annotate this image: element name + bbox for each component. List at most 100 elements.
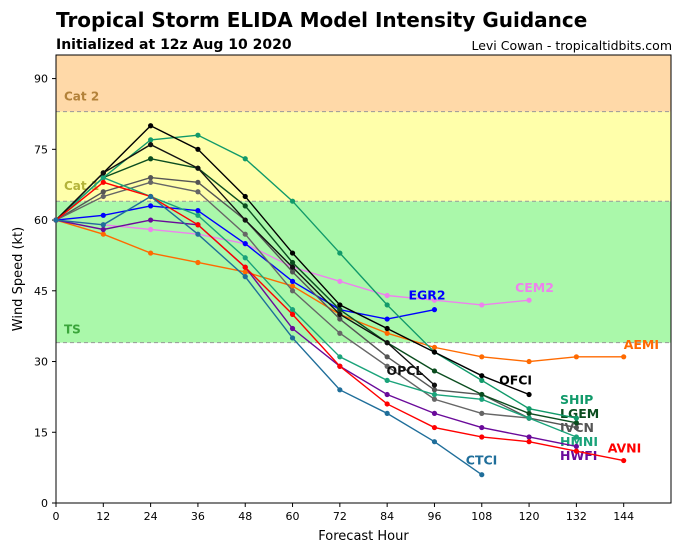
data-point-aemi bbox=[195, 259, 201, 266]
data-point-icon bbox=[195, 189, 201, 195]
band-cat-1 bbox=[56, 111, 671, 202]
data-point-ctci bbox=[148, 193, 154, 200]
data-point-avni bbox=[289, 311, 296, 317]
data-point-lgem bbox=[337, 307, 343, 313]
series-line-ship bbox=[55, 134, 577, 419]
data-point-ship bbox=[573, 415, 579, 421]
data-point-ship bbox=[337, 250, 343, 256]
data-point-ofci bbox=[384, 325, 390, 332]
chart-subtitle: Initialized at 12z Aug 10 2020 bbox=[56, 37, 292, 53]
data-point-aemi bbox=[479, 354, 485, 360]
data-point-ctci bbox=[289, 335, 296, 341]
data-point-hwfi bbox=[148, 217, 154, 223]
data-point-icon bbox=[242, 231, 248, 237]
data-point-hwfi bbox=[431, 410, 438, 416]
data-point-hwfi bbox=[289, 325, 296, 332]
data-point-icon bbox=[337, 330, 343, 336]
data-point-ctci bbox=[384, 410, 390, 416]
band-label: TS bbox=[64, 323, 81, 337]
data-point-icon bbox=[289, 288, 296, 294]
band-ts bbox=[56, 201, 671, 343]
data-point-aemi bbox=[148, 250, 154, 256]
data-point-cem2 bbox=[337, 278, 343, 284]
data-point-cem2 bbox=[148, 226, 154, 233]
data-point-avni bbox=[526, 439, 532, 445]
data-point-avni bbox=[431, 424, 438, 431]
series-label-hwfi: HWFI bbox=[560, 448, 597, 463]
data-point-hwfi bbox=[100, 226, 106, 233]
data-point-hwfi bbox=[526, 434, 532, 440]
data-point-hmni bbox=[479, 396, 485, 402]
data-point-hmni bbox=[289, 307, 296, 313]
series-label-cem2: CEM2 bbox=[515, 280, 554, 295]
data-point-aemi bbox=[621, 354, 627, 360]
data-point-avni bbox=[337, 363, 343, 369]
y-tick-label: 45 bbox=[34, 285, 48, 298]
x-tick-label: 0 bbox=[53, 510, 60, 523]
data-point-opcl bbox=[148, 142, 154, 148]
data-point-ofci bbox=[289, 250, 296, 256]
data-point-avni bbox=[384, 401, 390, 407]
x-tick-label: 48 bbox=[238, 510, 252, 523]
series-label-hmni: HMNI bbox=[560, 434, 598, 449]
plot-frame bbox=[55, 54, 672, 504]
series-line-hwfi bbox=[55, 219, 577, 448]
data-point-ofci bbox=[337, 302, 343, 308]
data-point-ship bbox=[384, 302, 390, 308]
data-point-avni bbox=[100, 179, 106, 185]
data-point-opcl bbox=[100, 170, 106, 176]
data-point-ivcn bbox=[148, 175, 154, 181]
data-point-ship bbox=[289, 198, 296, 204]
y-tick-label: 75 bbox=[34, 143, 48, 156]
data-point-opcl bbox=[337, 311, 343, 317]
data-point-egr2 bbox=[384, 316, 390, 322]
x-tick-label: 36 bbox=[191, 510, 205, 523]
x-tick-label: 12 bbox=[96, 510, 110, 523]
data-point-aemi bbox=[573, 354, 579, 360]
data-point-ship bbox=[195, 132, 201, 138]
x-tick-label: 132 bbox=[566, 510, 587, 523]
data-point-ofci bbox=[431, 349, 438, 355]
x-tick-label: 72 bbox=[333, 510, 347, 523]
data-point-ivcn bbox=[289, 269, 296, 275]
series-line-ctci bbox=[55, 195, 483, 476]
y-tick-label: 60 bbox=[34, 214, 48, 227]
data-point-aemi bbox=[431, 344, 438, 350]
series-label-avni: AVNI bbox=[608, 441, 642, 456]
data-point-lgem bbox=[431, 368, 438, 374]
data-point-opcl bbox=[195, 165, 201, 171]
x-tick-label: 96 bbox=[427, 510, 441, 523]
data-point-hwfi bbox=[384, 391, 390, 398]
data-point-ofci bbox=[242, 193, 248, 200]
y-tick-label: 0 bbox=[41, 497, 48, 510]
data-point-ctci bbox=[431, 439, 438, 445]
data-point-egr2 bbox=[100, 212, 106, 218]
data-point-hmni bbox=[242, 255, 248, 261]
data-point-hmni bbox=[195, 212, 201, 218]
data-point-icon bbox=[148, 179, 154, 185]
data-point-avni bbox=[242, 264, 248, 270]
data-point-ofci bbox=[148, 123, 154, 129]
y-tick-label: 15 bbox=[34, 426, 48, 439]
data-point-lgem bbox=[526, 410, 532, 416]
series-label-aemi: AEMI bbox=[624, 337, 659, 352]
series-label-ivcn: IVCN bbox=[560, 420, 594, 435]
data-point-lgem bbox=[289, 259, 296, 266]
y-tick-label: 30 bbox=[34, 356, 48, 369]
data-point-aemi bbox=[384, 330, 390, 336]
data-point-hmni bbox=[431, 391, 438, 398]
series-label-ship: SHIP bbox=[560, 392, 593, 407]
data-point-ctci bbox=[479, 472, 485, 478]
data-point-cem2 bbox=[431, 297, 438, 303]
data-point-hmni bbox=[573, 434, 579, 440]
data-point-hwfi bbox=[573, 443, 579, 450]
data-point-opcl bbox=[242, 217, 248, 223]
data-point-hwfi bbox=[479, 424, 485, 431]
data-point-hmni bbox=[384, 377, 390, 383]
data-point-ivcn bbox=[431, 387, 438, 393]
y-tick-label: 90 bbox=[34, 73, 48, 86]
data-point-cem2 bbox=[384, 292, 390, 299]
data-point-ship bbox=[479, 377, 485, 383]
series-label-ofci: OFCI bbox=[499, 373, 532, 388]
series-line-ivcn bbox=[55, 176, 577, 429]
